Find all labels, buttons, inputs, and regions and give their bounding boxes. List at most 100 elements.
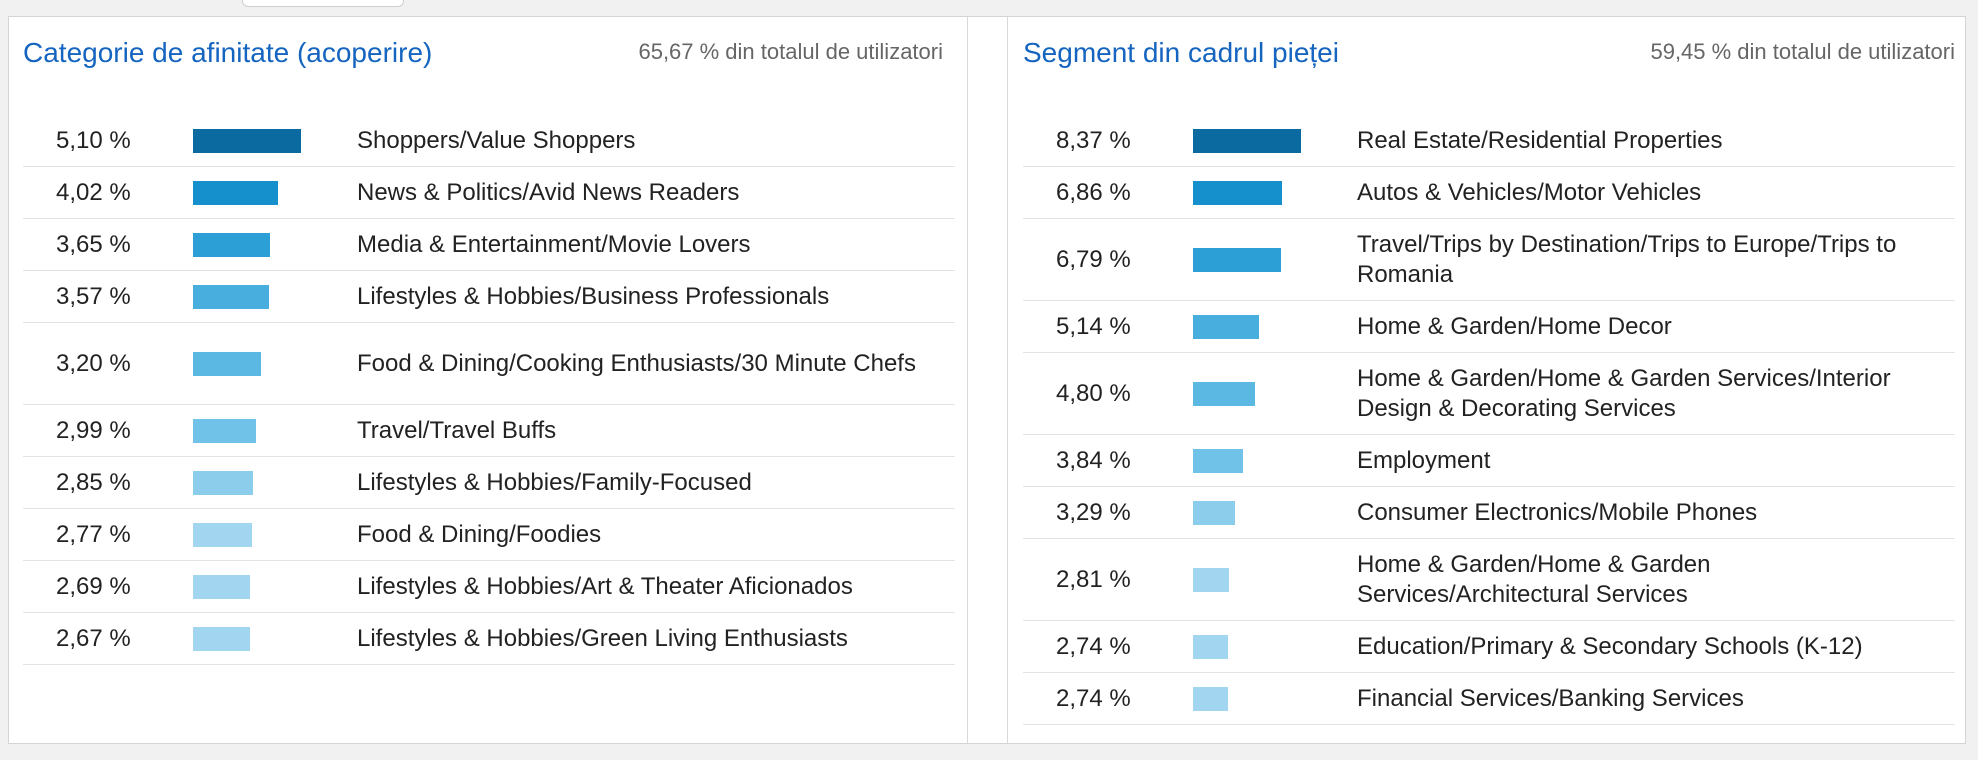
percentage-bar	[1193, 500, 1235, 525]
bar-track	[1193, 381, 1357, 406]
table-row[interactable]: 5,14 % Home & Garden/Home Decor	[1023, 301, 1955, 353]
percentage-value: 2,67 %	[56, 624, 131, 652]
table-row[interactable]: 2,74 % Education/Primary & Secondary Scho…	[1023, 621, 1955, 673]
percentage-value: 6,86 %	[1056, 178, 1131, 206]
panel-divider	[1007, 17, 1008, 743]
table-row[interactable]: 4,02 % News & Politics/Avid News Readers	[23, 167, 955, 219]
table-row[interactable]: 3,29 % Consumer Electronics/Mobile Phones	[1023, 487, 1955, 539]
percentage-bar	[193, 180, 278, 205]
bar-track	[193, 626, 357, 651]
segment-label[interactable]: Shoppers/Value Shoppers	[357, 126, 636, 154]
panel-title: Segment din cadrul pieței	[1023, 37, 1339, 68]
bar-track	[1193, 567, 1357, 592]
segment-label[interactable]: Lifestyles & Hobbies/Art & Theater Afici…	[357, 572, 853, 600]
percentage-bar	[1193, 686, 1228, 711]
percentage-bar	[193, 626, 250, 651]
table-row[interactable]: 5,10 % Shoppers/Value Shoppers	[23, 115, 955, 167]
bar-track	[193, 284, 357, 309]
table-row[interactable]: 2,74 % Financial Services/Banking Service…	[1023, 673, 1955, 725]
percentage-value: 5,10 %	[56, 126, 131, 154]
table-row[interactable]: 3,65 % Media & Entertainment/Movie Lovers	[23, 219, 955, 271]
segment-label[interactable]: Media & Entertainment/Movie Lovers	[357, 230, 751, 258]
table-row[interactable]: 6,86 % Autos & Vehicles/Motor Vehicles	[1023, 167, 1955, 219]
table-row[interactable]: 8,37 % Real Estate/Residential Properties	[1023, 115, 1955, 167]
segment-label[interactable]: Real Estate/Residential Properties	[1357, 126, 1723, 154]
percentage-bar	[1193, 448, 1243, 473]
table-row[interactable]: 3,20 % Food & Dining/Cooking Enthusiasts/…	[23, 323, 955, 405]
percentage-value: 4,80 %	[1056, 379, 1131, 407]
table-row[interactable]: 2,67 % Lifestyles & Hobbies/Green Living …	[23, 613, 955, 665]
table-row[interactable]: 2,69 % Lifestyles & Hobbies/Art & Theater…	[23, 561, 955, 613]
segment-label[interactable]: Home & Garden/Home & Garden Services/Arc…	[1357, 550, 1711, 608]
table-row[interactable]: 4,80 % Home & Garden/Home & Garden Servic…	[1023, 353, 1955, 435]
percentage-value: 2,77 %	[56, 520, 131, 548]
table-row[interactable]: 3,84 % Employment	[1023, 435, 1955, 487]
percentage-bar	[1193, 128, 1301, 153]
percentage-value: 4,02 %	[56, 178, 131, 206]
percentage-bar	[193, 574, 250, 599]
percentage-value: 2,85 %	[56, 468, 131, 496]
segment-label[interactable]: Home & Garden/Home & Garden Services/Int…	[1357, 364, 1891, 422]
percentage-value: 5,14 %	[1056, 312, 1131, 340]
in-market-segment-panel: Segment din cadrul pieței 59,45 % din to…	[1009, 17, 1965, 743]
percentage-bar	[1193, 247, 1281, 272]
bar-track	[1193, 500, 1357, 525]
segment-label[interactable]: Lifestyles & Hobbies/Business Profession…	[357, 282, 830, 310]
bar-track	[193, 522, 357, 547]
bar-track	[193, 232, 357, 257]
panel-subtitle: 65,67 % din totalul de utilizatori	[638, 39, 943, 64]
table-row[interactable]: 2,81 % Home & Garden/Home & Garden Servic…	[1023, 539, 1955, 621]
bar-track	[1193, 448, 1357, 473]
segment-label[interactable]: Education/Primary & Secondary Schools (K…	[1357, 632, 1863, 660]
top-tab-stub[interactable]	[242, 0, 404, 7]
percentage-bar	[1193, 567, 1229, 592]
percentage-value: 2,74 %	[1056, 632, 1131, 660]
panel-subtitle: 59,45 % din totalul de utilizatori	[1650, 39, 1955, 64]
bar-track	[193, 180, 357, 205]
segment-label[interactable]: Travel/Trips by Destination/Trips to Eur…	[1357, 230, 1897, 288]
affinity-rows: 5,10 % Shoppers/Value Shoppers 4,02 % News …	[23, 115, 955, 665]
table-row[interactable]: 3,57 % Lifestyles & Hobbies/Business Prof…	[23, 271, 955, 323]
segment-rows: 8,37 % Real Estate/Residential Properties…	[1023, 115, 1955, 725]
percentage-value: 3,29 %	[1056, 498, 1131, 526]
percentage-bar	[193, 522, 252, 547]
bar-track	[193, 351, 357, 376]
percentage-value: 3,57 %	[56, 282, 131, 310]
segment-label[interactable]: Consumer Electronics/Mobile Phones	[1357, 498, 1758, 526]
table-row[interactable]: 2,85 % Lifestyles & Hobbies/Family-Focuse…	[23, 457, 955, 509]
segment-label[interactable]: Lifestyles & Hobbies/Family-Focused	[357, 468, 752, 496]
panel-divider	[967, 17, 968, 743]
segment-label[interactable]: Food & Dining/Cooking Enthusiasts/30 Min…	[357, 349, 916, 377]
table-row[interactable]: 2,99 % Travel/Travel Buffs	[23, 405, 955, 457]
segment-label[interactable]: News & Politics/Avid News Readers	[357, 178, 740, 206]
segment-label[interactable]: Travel/Travel Buffs	[357, 416, 557, 444]
bar-track	[193, 418, 357, 443]
segment-label[interactable]: Lifestyles & Hobbies/Green Living Enthus…	[357, 624, 848, 652]
percentage-bar	[193, 128, 301, 153]
segment-label[interactable]: Employment	[1357, 446, 1491, 474]
percentage-bar	[1193, 634, 1228, 659]
percentage-bar	[193, 418, 256, 443]
bar-track	[1193, 247, 1357, 272]
affinity-category-panel: Categorie de afinitate (acoperire) 65,67…	[9, 17, 967, 743]
bar-track	[1193, 128, 1357, 153]
percentage-bar	[193, 351, 261, 376]
percentage-bar	[1193, 381, 1255, 406]
bar-track	[193, 128, 357, 153]
percentage-value: 2,69 %	[56, 572, 131, 600]
percentage-bar	[193, 232, 270, 257]
percentage-value: 8,37 %	[1056, 126, 1131, 154]
table-row[interactable]: 2,77 % Food & Dining/Foodies	[23, 509, 955, 561]
percentage-bar	[1193, 180, 1282, 205]
percentage-bar	[193, 284, 269, 309]
segment-label[interactable]: Autos & Vehicles/Motor Vehicles	[1357, 178, 1702, 206]
percentage-value: 3,20 %	[56, 349, 131, 377]
bar-track	[193, 470, 357, 495]
segment-label[interactable]: Home & Garden/Home Decor	[1357, 312, 1672, 340]
bar-track	[1193, 314, 1357, 339]
percentage-value: 2,74 %	[1056, 684, 1131, 712]
table-row[interactable]: 6,79 % Travel/Trips by Destination/Trips …	[1023, 219, 1955, 301]
segment-label[interactable]: Financial Services/Banking Services	[1357, 684, 1744, 712]
segment-label[interactable]: Food & Dining/Foodies	[357, 520, 602, 548]
percentage-value: 3,84 %	[1056, 446, 1131, 474]
